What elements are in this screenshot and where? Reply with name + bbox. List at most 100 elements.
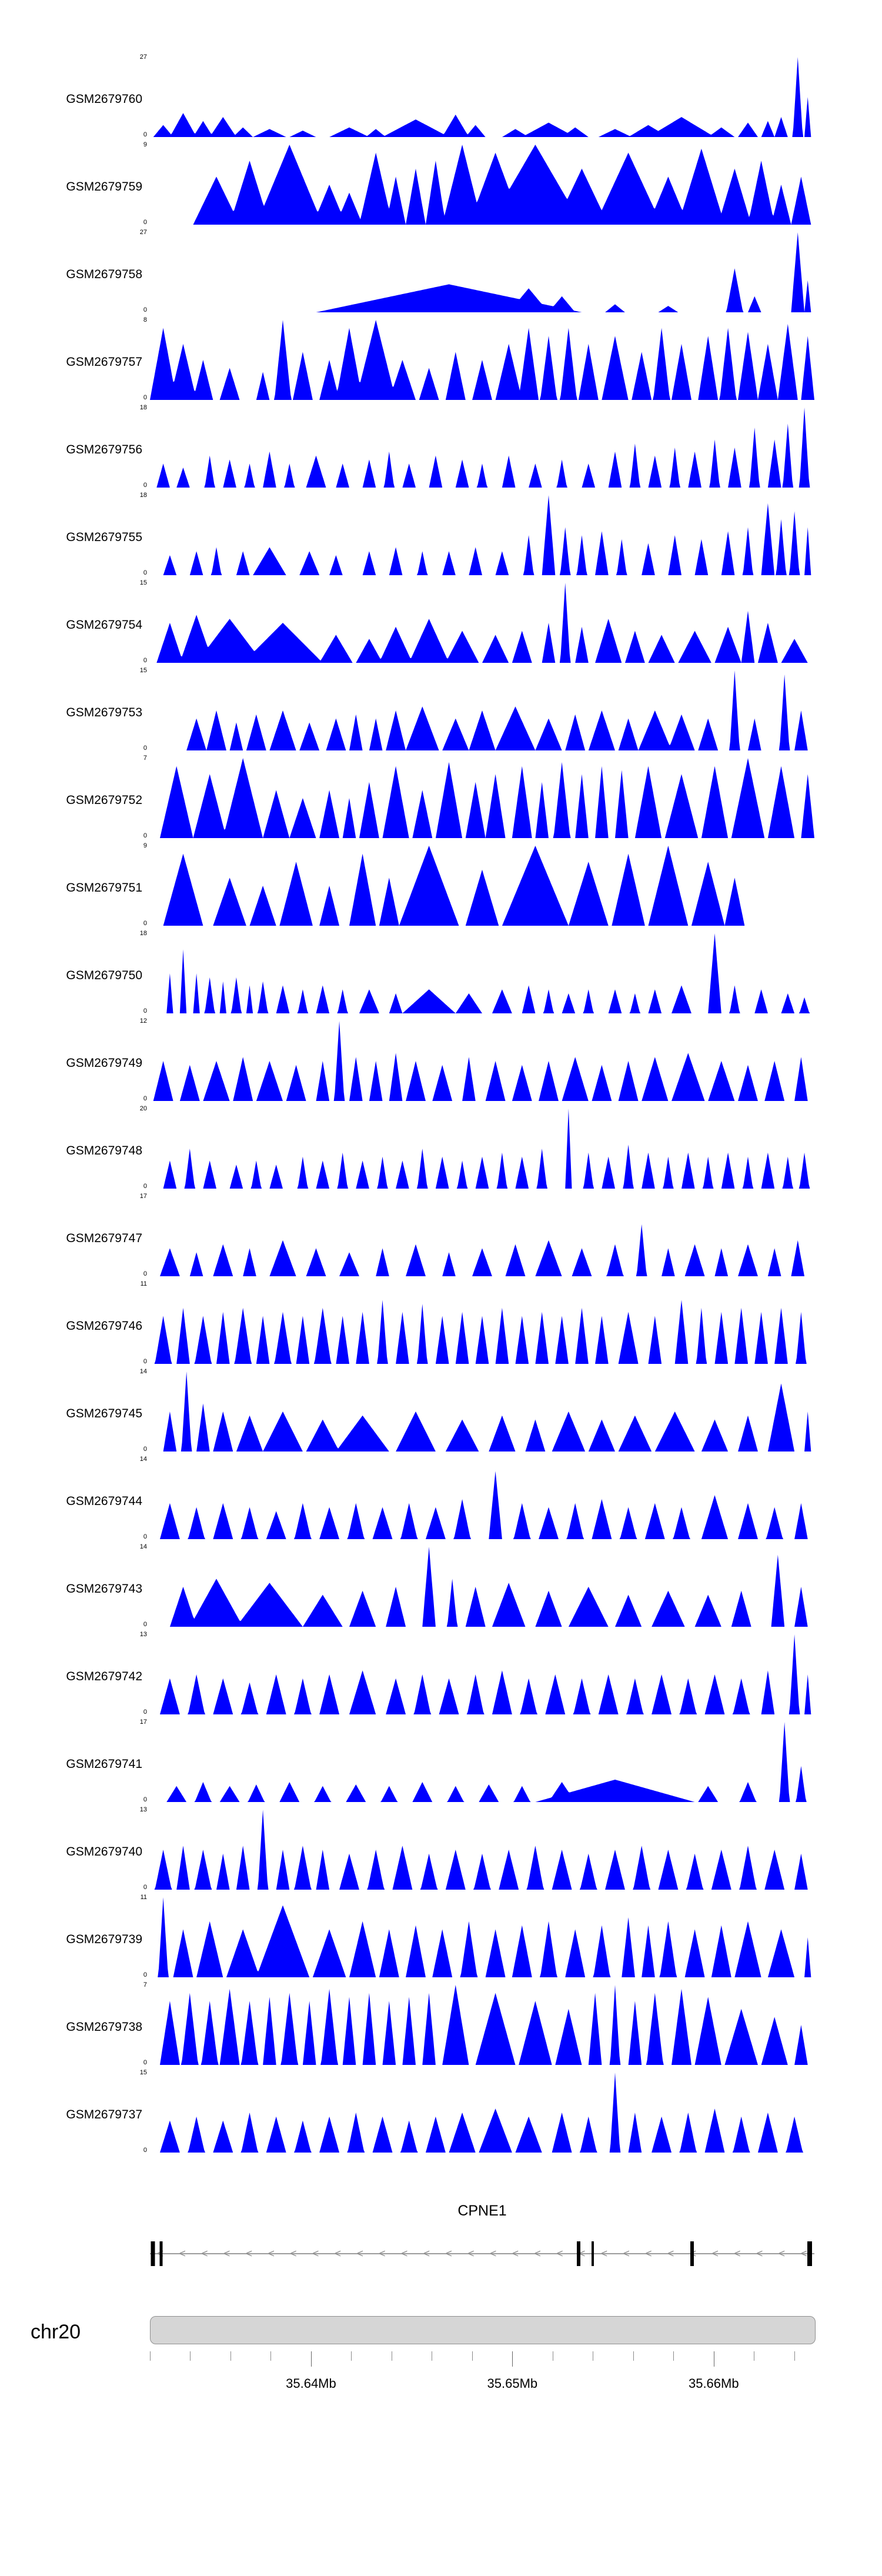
- coverage-svg: [150, 933, 814, 1013]
- coverage-track: GSM2679740 13 0: [0, 1807, 882, 1896]
- coverage-polygon: [150, 1471, 814, 1539]
- coverage-area-chart: [150, 1722, 814, 1802]
- strand-arrow-left-icon: <: [711, 2247, 719, 2260]
- coverage-track: GSM2679760 27 0: [0, 54, 882, 143]
- coverage-svg: [150, 1300, 814, 1364]
- coverage-polygon: [150, 1372, 814, 1451]
- track-y-max: 17: [139, 1193, 147, 1200]
- track-label: GSM2679760: [66, 92, 142, 106]
- axis-tick: [673, 2351, 674, 2361]
- coverage-polygon: [150, 1985, 814, 2065]
- coverage-area-chart: [150, 232, 814, 312]
- genome-axis-ticks: [150, 2351, 814, 2370]
- track-y-max: 27: [139, 54, 147, 61]
- strand-arrow-left-icon: <: [579, 2247, 586, 2260]
- coverage-track: GSM2679742 13 0: [0, 1631, 882, 1720]
- coverage-track: GSM2679752 7 0: [0, 755, 882, 844]
- axis-tick-label: 35.64Mb: [286, 2376, 336, 2391]
- track-y-max: 8: [143, 316, 147, 323]
- strand-arrow-left-icon: <: [645, 2247, 652, 2260]
- coverage-svg: [150, 1547, 814, 1627]
- chromosome-ideogram: [150, 2316, 816, 2344]
- coverage-svg: [150, 1897, 814, 1977]
- coverage-polygon: [150, 57, 814, 137]
- track-y-min: 0: [143, 1971, 147, 1978]
- strand-arrow-left-icon: <: [734, 2247, 741, 2260]
- coverage-area-chart: [150, 758, 814, 838]
- coverage-svg: [150, 57, 814, 137]
- coverage-area-chart: [150, 846, 814, 926]
- track-y-min: 0: [143, 832, 147, 839]
- coverage-polygon: [150, 320, 814, 400]
- coverage-area-chart: [150, 1985, 814, 2065]
- coverage-polygon: [150, 2073, 814, 2153]
- strand-arrow-left-icon: <: [756, 2247, 763, 2260]
- track-y-min: 0: [143, 1358, 147, 1365]
- coverage-svg: [150, 408, 814, 488]
- strand-arrow-left-icon: <: [379, 2247, 386, 2260]
- coverage-svg: [150, 495, 814, 575]
- axis-tick: [270, 2351, 272, 2361]
- strand-arrow-left-icon: <: [356, 2247, 363, 2260]
- track-label: GSM2679738: [66, 2020, 142, 2034]
- track-y-min: 0: [143, 1446, 147, 1453]
- strand-arrow-left-icon: <: [223, 2247, 230, 2260]
- axis-tick: [190, 2351, 191, 2361]
- coverage-track: GSM2679747 17 0: [0, 1193, 882, 1282]
- track-label: GSM2679742: [66, 1669, 142, 1683]
- axis-tick: [794, 2351, 795, 2361]
- coverage-track: GSM2679749 12 0: [0, 1017, 882, 1107]
- genome-axis-labels: 35.64Mb 35.65Mb 35.66Mb: [150, 2376, 814, 2394]
- track-label: GSM2679753: [66, 705, 142, 719]
- coverage-track: GSM2679745 14 0: [0, 1369, 882, 1457]
- axis-tick-label: 35.66Mb: [688, 2376, 739, 2391]
- track-y-max: 15: [139, 667, 147, 674]
- track-y-min: 0: [143, 920, 147, 927]
- coverage-area-chart: [150, 1897, 814, 1977]
- coverage-area-chart: [150, 1547, 814, 1627]
- gene-name-label: CPNE1: [457, 2203, 507, 2219]
- coverage-polygon: [150, 495, 814, 575]
- track-y-min: 0: [143, 745, 147, 752]
- coverage-area-chart: [150, 145, 814, 225]
- track-label: GSM2679752: [66, 793, 142, 807]
- strand-arrow-left-icon: <: [556, 2247, 563, 2260]
- coverage-area-chart: [150, 2073, 814, 2153]
- axis-tick: [633, 2351, 634, 2361]
- track-label: GSM2679740: [66, 1844, 142, 1858]
- coverage-track: GSM2679748 20 0: [0, 1106, 882, 1194]
- track-y-max: 9: [143, 842, 147, 849]
- track-y-min: 0: [143, 2059, 147, 2066]
- coverage-svg: [150, 758, 814, 838]
- coverage-tracks: GSM2679760 27 0 GSM2679759 9 0 GSM267975…: [0, 54, 882, 2158]
- coverage-track: GSM2679755 18 0: [0, 492, 882, 581]
- strand-arrow-left-icon: <: [601, 2247, 608, 2260]
- axis-tick: [150, 2351, 151, 2361]
- coverage-area-chart: [150, 1196, 814, 1276]
- track-label: GSM2679745: [66, 1406, 142, 1420]
- coverage-polygon: [150, 145, 814, 225]
- strand-arrow-left-icon: <: [290, 2247, 297, 2260]
- coverage-track: GSM2679754 15 0: [0, 580, 882, 669]
- coverage-track: GSM2679746 11 0: [0, 1281, 882, 1370]
- coverage-track: GSM2679756 18 0: [0, 405, 882, 493]
- track-label: GSM2679743: [66, 1581, 142, 1596]
- strand-arrow-left-icon: <: [201, 2247, 208, 2260]
- track-label: GSM2679739: [66, 1932, 142, 1946]
- exon-box: [576, 2241, 580, 2266]
- coverage-polygon: [150, 583, 814, 663]
- axis-tick: [512, 2351, 513, 2367]
- track-y-max: 12: [139, 1017, 147, 1025]
- track-y-max: 14: [139, 1543, 147, 1550]
- coverage-svg: [150, 583, 814, 663]
- strand-arrow-left-icon: <: [534, 2247, 541, 2260]
- track-y-max: 18: [139, 930, 147, 937]
- strand-arrow-left-icon: <: [445, 2247, 452, 2260]
- coverage-area-chart: [150, 320, 814, 400]
- strand-arrow-left-icon: <: [800, 2247, 807, 2260]
- track-label: GSM2679741: [66, 1757, 142, 1771]
- strand-arrow-left-icon: <: [401, 2247, 408, 2260]
- coverage-area-chart: [150, 1634, 814, 1714]
- coverage-svg: [150, 1634, 814, 1714]
- track-label: GSM2679737: [66, 2107, 142, 2121]
